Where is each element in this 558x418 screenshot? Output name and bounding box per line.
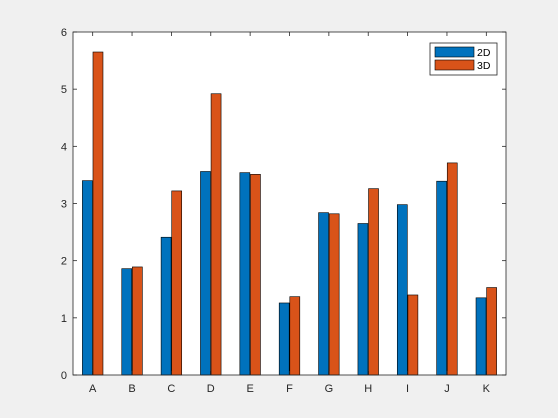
bar-F-3D (289, 296, 301, 376)
x-tick-label-D: D (207, 383, 215, 395)
y-tick-label-1: 1 (61, 313, 67, 325)
bar-K-3D (486, 287, 497, 376)
bar-G-2D (318, 212, 329, 376)
bar-A-3D (92, 51, 104, 376)
legend-swatch-2D (434, 46, 475, 58)
bar-I-3D (407, 294, 419, 376)
x-tick-label-I: I (406, 383, 409, 395)
bar-B-3D (132, 266, 143, 376)
bar-C-2D (160, 236, 172, 376)
bar-H-3D (368, 188, 379, 376)
x-tick-label-G: G (325, 383, 334, 395)
legend-swatch-3D (434, 59, 475, 71)
bar-B-2D (121, 268, 133, 376)
y-tick-label-6: 6 (61, 27, 67, 39)
x-tick-label-B: B (128, 383, 135, 395)
x-tick-label-C: C (167, 383, 175, 395)
y-tick-label-0: 0 (61, 370, 67, 382)
x-tick-label-A: A (89, 383, 97, 395)
bar-A-2D (82, 180, 93, 376)
legend-label-2D: 2D (477, 47, 491, 59)
bar-E-3D (250, 174, 261, 376)
bar-J-3D (446, 162, 458, 376)
bar-G-3D (328, 213, 340, 376)
bar-E-2D (239, 172, 251, 376)
bar-F-2D (278, 302, 290, 376)
axes-layer: 0 1 2 3 4 5 6 A B C D E F G H I J K (61, 27, 507, 395)
bar-I-2D (396, 204, 408, 376)
bar-H-2D (357, 223, 369, 376)
bar-D-2D (200, 171, 211, 376)
x-tick-label-F: F (286, 383, 293, 395)
x-tick-label-K: K (483, 383, 491, 395)
x-tick-label-H: H (364, 383, 372, 395)
bar-D-3D (210, 93, 222, 376)
legend-label-3D: 3D (477, 60, 491, 72)
y-tick-label-2: 2 (61, 256, 67, 268)
x-tick-label-E: E (246, 383, 253, 395)
y-tick-label-4: 4 (61, 141, 67, 153)
y-tick-label-3: 3 (61, 199, 67, 211)
bar-C-3D (171, 190, 183, 376)
bar-K-2D (475, 297, 487, 376)
x-tick-label-J: J (444, 383, 450, 395)
bar-J-2D (436, 180, 447, 376)
y-tick-label-5: 5 (61, 84, 67, 96)
